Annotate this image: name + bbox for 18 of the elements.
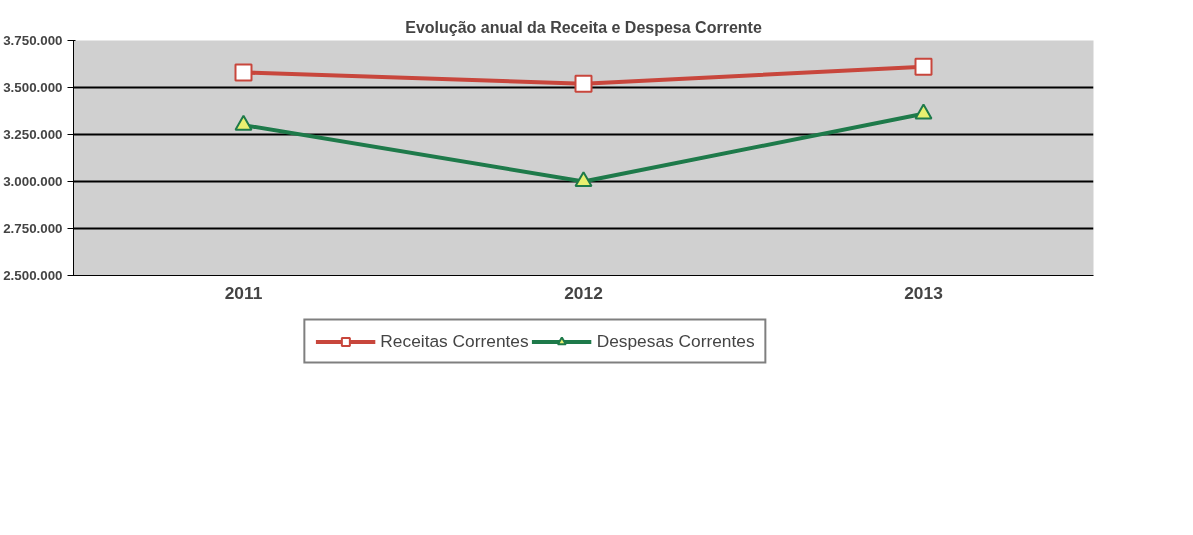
point	[574, 74, 593, 93]
point	[914, 103, 933, 120]
point	[234, 114, 253, 131]
y-tick-label: 3.500.000	[3, 80, 63, 95]
point	[234, 63, 253, 82]
x-tick-label: 2012	[564, 282, 603, 303]
x-tick-label: 2011	[224, 282, 263, 303]
legend-label: Despesas Correntes	[596, 330, 755, 352]
y-tick-label: 3.750.000	[3, 33, 63, 48]
point	[574, 171, 593, 188]
legend-label: Receitas Correntes	[380, 330, 529, 352]
x-tick-label: 2013	[904, 282, 944, 303]
y-tick-label: 2.500.000	[3, 268, 63, 283]
y-tick-label: 3.000.000	[3, 174, 63, 189]
chart-title: Evolução anual da Receita e Despesa Corrente	[405, 18, 762, 36]
y-tick-label: 3.250.000	[3, 127, 63, 142]
point	[914, 57, 933, 76]
y-tick-label: 2.750.000	[3, 221, 63, 236]
